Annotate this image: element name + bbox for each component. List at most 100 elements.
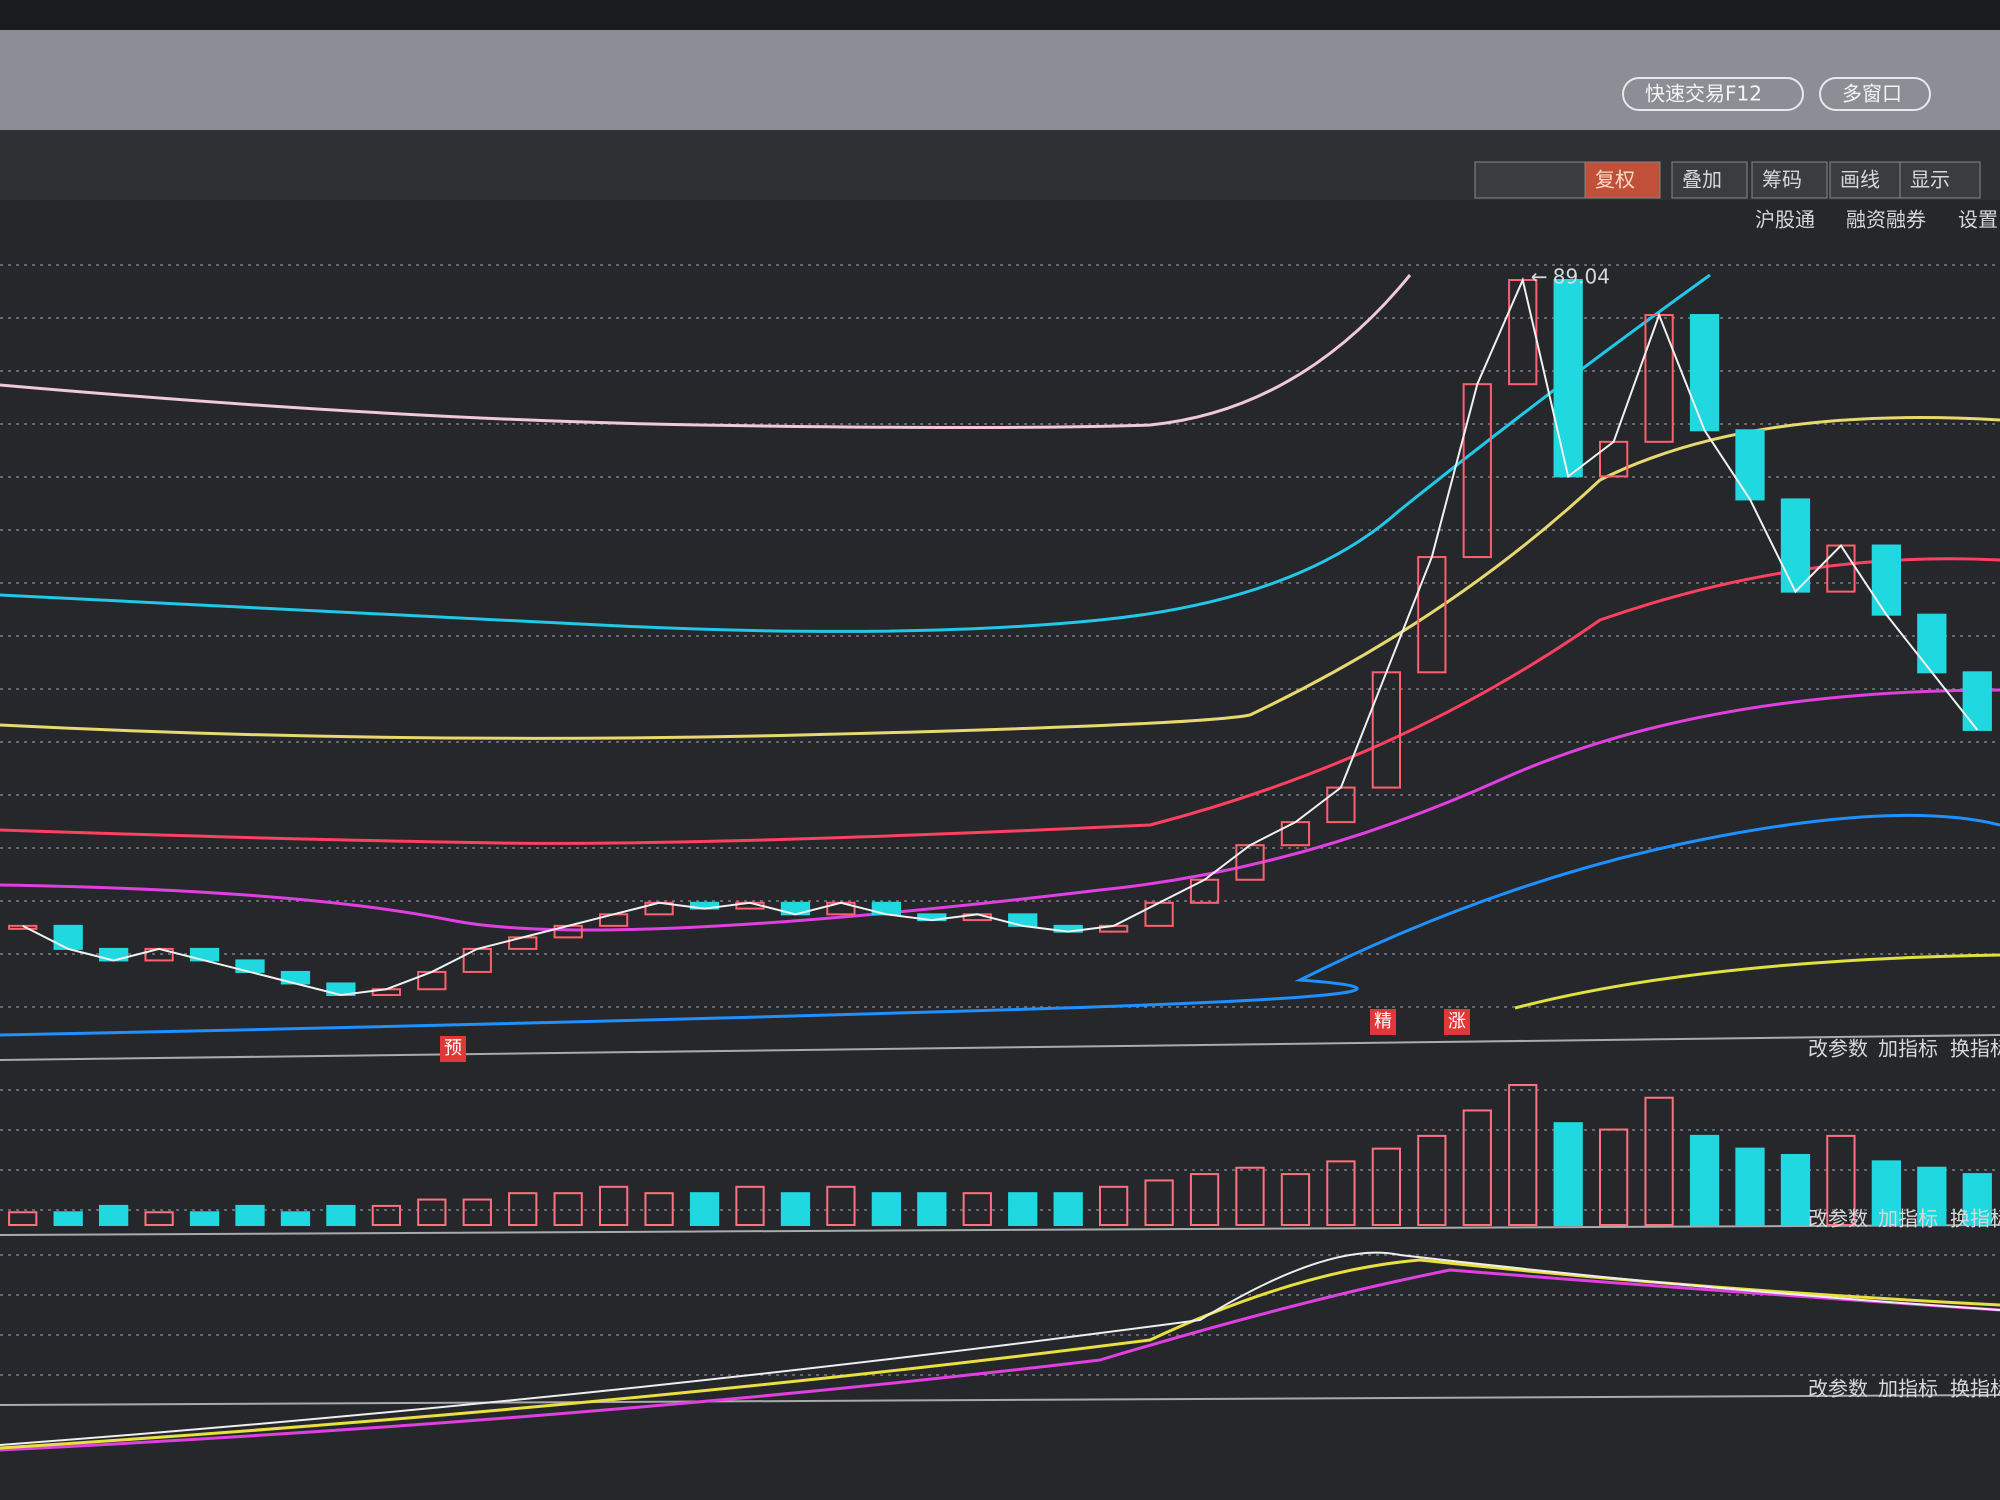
volume-bar	[962, 1192, 992, 1226]
band-line	[0, 274, 1412, 429]
signal-label: 预	[444, 1038, 462, 1059]
candle	[1917, 613, 1947, 674]
peak-arrow: ←	[1531, 265, 1548, 289]
volume-bar	[689, 1192, 720, 1226]
volume-bar	[1417, 1134, 1447, 1226]
volume-bar	[1780, 1154, 1811, 1226]
link[interactable]: 融资融券	[1846, 208, 1926, 232]
panel-action[interactable]: 加指标	[1878, 1207, 1938, 1231]
top-button-label[interactable]: 多窗口	[1842, 82, 1902, 106]
candle	[53, 924, 83, 950]
volume-bar	[417, 1198, 447, 1226]
candle	[1735, 429, 1765, 501]
candle	[1644, 314, 1674, 443]
volume-bar	[599, 1185, 629, 1227]
candle	[1871, 544, 1902, 616]
title-bar	[0, 30, 2000, 130]
candle	[1144, 901, 1174, 927]
volume-bar	[917, 1192, 947, 1226]
volume-bar	[1280, 1173, 1311, 1227]
ma-line	[0, 557, 2000, 845]
ma-line	[0, 416, 2000, 740]
peak-label: 89.04	[1553, 265, 1610, 289]
top-button[interactable]	[1819, 77, 1931, 111]
panel-action[interactable]: 改参数	[1808, 1037, 1868, 1061]
signal-marker	[1370, 1009, 1396, 1035]
toolbar-button[interactable]	[1751, 161, 1828, 199]
toolbar-button[interactable]	[1671, 161, 1748, 199]
volume-bar	[553, 1192, 583, 1226]
indicator-line	[0, 1268, 2000, 1452]
volume-bar	[1144, 1179, 1174, 1227]
volume-bar	[871, 1192, 902, 1226]
bezel	[0, 0, 2000, 30]
volume-bar	[644, 1192, 674, 1226]
indicator-line	[0, 1251, 2000, 1446]
volume-bar	[1553, 1122, 1583, 1226]
volume-bar	[326, 1204, 356, 1226]
toolbar-button[interactable]	[1899, 161, 1981, 199]
volume-bar	[1371, 1147, 1402, 1226]
toolbar-label[interactable]: 显示	[1910, 168, 1950, 192]
panel-action[interactable]: 加指标	[1878, 1377, 1938, 1401]
volume-bar	[508, 1192, 538, 1226]
volume-bar	[144, 1211, 174, 1226]
volume-bar	[1053, 1192, 1083, 1226]
volume-bar	[1735, 1147, 1765, 1226]
candle	[1280, 821, 1311, 847]
signal-label: 精	[1374, 1011, 1392, 1032]
volume-bar	[1826, 1134, 1856, 1226]
panel-divider	[0, 1034, 2000, 1061]
toolbar-button[interactable]	[1584, 161, 1661, 199]
volume-bar	[1099, 1185, 1129, 1227]
signal-marker	[440, 1036, 466, 1062]
panel-action[interactable]: 改参数	[1808, 1207, 1868, 1231]
toolbar-button[interactable]	[1829, 161, 1906, 199]
panel-action[interactable]: 换指标	[1950, 1207, 2000, 1231]
volume-bar	[1189, 1173, 1220, 1227]
ma-line	[0, 688, 2000, 932]
panel-action[interactable]: 加指标	[1878, 1037, 1938, 1061]
panel-divider	[0, 1224, 2000, 1236]
panel-action[interactable]: 改参数	[1808, 1377, 1868, 1401]
volume-bar	[1462, 1109, 1492, 1227]
volume-bar	[1008, 1192, 1038, 1226]
volume-bar	[1644, 1096, 1674, 1227]
top-button-label[interactable]: 快速交易F12	[1645, 82, 1762, 106]
volume-bar	[1508, 1084, 1538, 1226]
volume-bar	[1689, 1134, 1720, 1226]
toolbar-label[interactable]: 复权	[1595, 168, 1635, 192]
link[interactable]: 设置	[1958, 208, 1998, 232]
volume-bar	[1917, 1166, 1947, 1227]
candle	[462, 947, 492, 973]
link[interactable]: 沪股通	[1755, 208, 1815, 232]
volume-bar	[826, 1185, 856, 1227]
toolbar-label[interactable]: 画线	[1840, 168, 1880, 192]
candle	[1780, 498, 1811, 593]
ma-line	[0, 273, 1711, 633]
top-button[interactable]	[1622, 77, 1804, 111]
signal-marker	[1444, 1009, 1470, 1035]
volume-bar	[99, 1204, 129, 1226]
ma-line	[1514, 953, 2000, 1010]
toolbar-label[interactable]: 筹码	[1762, 168, 1802, 192]
candle	[1417, 556, 1447, 674]
volume-bar	[280, 1211, 311, 1226]
volume-bar	[1871, 1160, 1902, 1227]
toolbar-label[interactable]: 叠加	[1682, 168, 1722, 192]
candle	[1553, 279, 1583, 478]
volume-bar	[1599, 1128, 1629, 1226]
volume-bar	[1326, 1160, 1356, 1227]
volume-bar	[780, 1192, 811, 1226]
candle	[1508, 279, 1538, 386]
candle	[1826, 544, 1856, 593]
volume-bar	[8, 1211, 38, 1226]
panel-divider	[0, 1394, 2000, 1406]
toolbar-icons	[1474, 161, 1586, 199]
candle	[1689, 314, 1720, 432]
panel-action[interactable]: 换指标	[1950, 1377, 2000, 1401]
panel-action[interactable]: 换指标	[1950, 1037, 2000, 1061]
volume-bar	[189, 1211, 220, 1226]
